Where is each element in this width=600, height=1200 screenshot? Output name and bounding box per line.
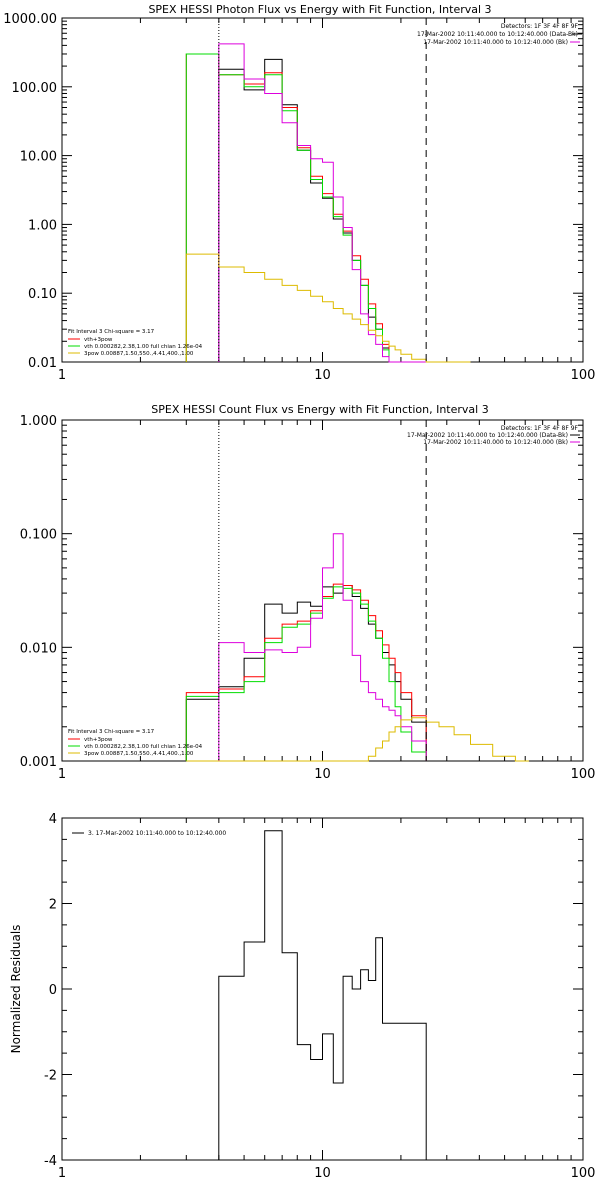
y-tick-label: -2 xyxy=(44,1069,57,1084)
count-flux-header: Detectors: 1F 3F 4F 8F 9F 17-Mar-2002 10… xyxy=(407,425,580,446)
residuals-legend: 3. 17-Mar-2002 10:11:40.000 to 10:12:40.… xyxy=(72,830,226,837)
count-flux-panel: SPEX HESSI Count Flux vs Energy with Fit… xyxy=(20,403,596,782)
y-tick-label: 4 xyxy=(49,812,57,827)
photon-flux-detectors: Detectors: 1F 3F 4F 8F 9F xyxy=(501,23,579,30)
count-flux-detectors: Detectors: 1F 3F 4F 8F 9F xyxy=(501,425,579,432)
photon-flux-data-bk: 17-Mar-2002 10:11:40.000 to 10:12:40.000… xyxy=(417,31,578,38)
series-yellow xyxy=(185,253,471,363)
y-tick-label: 1000.00 xyxy=(3,12,57,27)
x-tick-label: 100 xyxy=(571,767,596,782)
photon-flux-legend-vth3pow: vth+3pow xyxy=(84,337,113,343)
y-tick-label: 0.100 xyxy=(20,528,57,543)
count-flux-series xyxy=(185,533,529,762)
y-tick-label: 100.00 xyxy=(12,81,58,96)
residuals-panel: Normalized Residuals 1 10 100 -4 -2 0 2 4 3. 17… xyxy=(9,812,595,1181)
series-magenta xyxy=(218,43,427,363)
y-tick-label: 0 xyxy=(49,983,57,998)
photon-flux-header: Detectors: 1F 3F 4F 8F 9F 17-Mar-2002 10… xyxy=(417,23,582,46)
count-flux-legend-3pow: 3pow 0.00887,1.50,550.,4.41,400.,1.00 xyxy=(84,751,194,757)
count-flux-title: SPEX HESSI Count Flux vs Energy with Fit… xyxy=(151,403,488,416)
x-tick-label: 1 xyxy=(58,1166,66,1181)
series-yellow xyxy=(186,717,529,762)
count-flux-ticks: 1 10 100 0.001 0.010 0.100 1.000 xyxy=(20,414,596,782)
residuals-ylabel: Normalized Residuals xyxy=(9,925,23,1054)
y-tick-label: 10.00 xyxy=(20,150,57,165)
series-green xyxy=(185,586,427,761)
series-magenta xyxy=(218,533,427,761)
count-flux-data-bk: 17-Mar-2002 10:11:40.000 to 10:12:40.000… xyxy=(407,432,568,439)
count-flux-bk: 17-Mar-2002 10:11:40.000 to 10:12:40.000… xyxy=(423,439,568,446)
y-tick-label: 0.01 xyxy=(28,356,57,371)
count-flux-vlines xyxy=(218,420,427,761)
y-tick-label: 2 xyxy=(49,898,57,913)
count-flux-fit-legend: Fit Interval 3 Chi-square = 3.17 vth+3po… xyxy=(68,729,203,757)
photon-flux-ticks: 1 10 100 0.01 0.10 1.00 10.00 100.00 1000.00 xyxy=(3,12,595,383)
series-black xyxy=(218,58,427,363)
x-tick-label: 100 xyxy=(571,368,596,383)
photon-flux-bk: 17-Mar-2002 10:11:40.000 to 10:12:40.000… xyxy=(423,39,568,46)
series-red xyxy=(185,583,427,761)
photon-flux-fit-legend: Fit Interval 3 Chi-square = 3.17 vth+3po… xyxy=(68,329,203,357)
y-tick-label: 0.010 xyxy=(20,641,57,656)
x-tick-label: 10 xyxy=(314,767,331,782)
photon-flux-panel: SPEX HESSI Photon Flux vs Energy with Fi… xyxy=(3,3,595,383)
x-tick-label: 10 xyxy=(314,1166,331,1181)
photon-flux-fit-header: Fit Interval 3 Chi-square = 3.17 xyxy=(68,329,155,335)
photon-flux-vlines xyxy=(218,18,427,362)
series-green xyxy=(185,53,427,363)
count-flux-legend-vth: vth 0.000282,2.38,1.00 full chian 1.26e-… xyxy=(84,744,203,750)
y-tick-label: 0.10 xyxy=(28,287,57,302)
x-tick-label: 100 xyxy=(571,1166,596,1181)
count-flux-fit-header: Fit Interval 3 Chi-square = 3.17 xyxy=(68,729,155,735)
photon-flux-legend-3pow: 3pow 0.00887,1.50,550.,4.41,400.,1.00 xyxy=(84,351,194,357)
y-tick-label: 1.00 xyxy=(28,218,57,233)
residuals-series xyxy=(218,830,427,1160)
x-tick-label: 1 xyxy=(58,368,66,383)
photon-flux-title: SPEX HESSI Photon Flux vs Energy with Fi… xyxy=(148,3,491,16)
photon-flux-legend-vth: vth 0.000282,2.38,1.00 full chian 1.26e-… xyxy=(84,344,203,350)
y-tick-label: -4 xyxy=(44,1154,57,1169)
residuals-plot-frame xyxy=(61,817,584,1161)
x-tick-label: 1 xyxy=(58,767,66,782)
series-black xyxy=(218,830,427,1160)
y-tick-label: 1.000 xyxy=(20,414,57,429)
residuals-ticks: 1 10 100 -4 -2 0 2 4 xyxy=(44,812,595,1181)
photon-flux-series xyxy=(185,43,471,363)
x-tick-label: 10 xyxy=(314,368,331,383)
series-black xyxy=(185,585,427,761)
series-red xyxy=(185,53,427,363)
residuals-legend-label: 3. 17-Mar-2002 10:11:40.000 to 10:12:40.… xyxy=(88,830,226,837)
count-flux-legend-vth3pow: vth+3pow xyxy=(84,737,113,743)
y-tick-label: 0.001 xyxy=(20,755,57,770)
